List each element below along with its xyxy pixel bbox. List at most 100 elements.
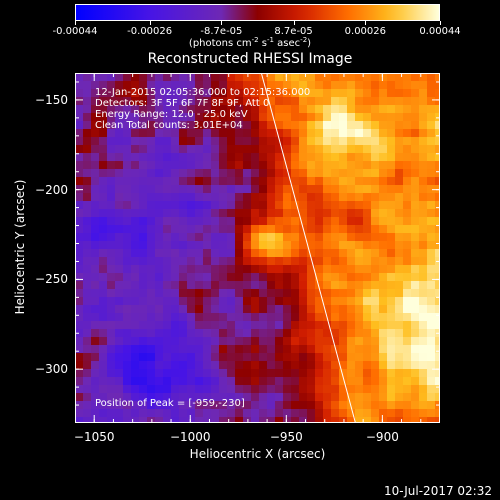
heatmap-cell (259, 393, 268, 402)
heatmap-cell (187, 113, 196, 122)
heatmap-cell (299, 249, 308, 258)
heatmap-cell (147, 385, 156, 394)
heatmap-cell (75, 73, 84, 82)
heatmap-cell (123, 233, 132, 242)
heatmap-cell (115, 209, 124, 218)
heatmap-cell (267, 257, 276, 266)
heatmap-cell (347, 241, 356, 250)
heatmap-cell (155, 161, 164, 170)
heatmap-cell (299, 105, 308, 114)
heatmap-cell (395, 249, 404, 258)
heatmap-cell (307, 145, 316, 154)
heatmap-cell (83, 233, 92, 242)
heatmap-cell (107, 89, 116, 98)
heatmap-cell (219, 345, 228, 354)
heatmap-cell (171, 193, 180, 202)
heatmap-cell (187, 257, 196, 266)
heatmap-cell (387, 249, 396, 258)
heatmap-cell (179, 113, 188, 122)
heatmap-cell (131, 401, 140, 410)
heatmap-cell (163, 297, 172, 306)
heatmap-cell (179, 409, 188, 418)
heatmap-cell (355, 121, 364, 130)
heatmap-cell (131, 353, 140, 362)
heatmap-cell (331, 297, 340, 306)
heatmap-cell (211, 161, 220, 170)
heatmap-cell (435, 225, 440, 234)
heatmap-cell (291, 145, 300, 154)
heatmap-cell (83, 353, 92, 362)
heatmap-cell (235, 249, 244, 258)
heatmap-cell (115, 401, 124, 410)
heatmap-cell (315, 177, 324, 186)
heatmap-cell (387, 201, 396, 210)
heatmap-cell (179, 145, 188, 154)
heatmap-cell (275, 265, 284, 274)
heatmap-cell (411, 329, 420, 338)
heatmap-cell (211, 289, 220, 298)
heatmap-cell (179, 305, 188, 314)
heatmap-cell (83, 249, 92, 258)
heatmap-cell (267, 177, 276, 186)
heatmap-cell (75, 233, 84, 242)
heatmap-cell (243, 169, 252, 178)
heatmap-cell (227, 369, 236, 378)
heatmap-cell (251, 369, 260, 378)
heatmap-cell (291, 161, 300, 170)
heatmap-cell (195, 337, 204, 346)
heatmap-cell (283, 345, 292, 354)
heatmap-cell (299, 257, 308, 266)
heatmap-cell (187, 73, 196, 82)
heatmap-cell (163, 417, 172, 423)
heatmap-cell (387, 105, 396, 114)
heatmap-cell (227, 289, 236, 298)
heatmap-cell (147, 273, 156, 282)
heatmap-cell (171, 249, 180, 258)
heatmap-cell (171, 401, 180, 410)
heatmap-cell (411, 369, 420, 378)
heatmap-cell (219, 385, 228, 394)
heatmap-cell (91, 393, 100, 402)
heatmap-cell (371, 329, 380, 338)
heatmap-cell (307, 369, 316, 378)
heatmap-cell (91, 121, 100, 130)
heatmap-cell (395, 129, 404, 138)
heatmap-cell (195, 233, 204, 242)
heatmap-cell (251, 345, 260, 354)
heatmap-cell (139, 337, 148, 346)
heatmap-cell (307, 281, 316, 290)
heatmap-cell (179, 265, 188, 274)
heatmap-cell (203, 289, 212, 298)
plot-frame (75, 73, 440, 423)
heatmap-cell (243, 193, 252, 202)
heatmap-cell (203, 337, 212, 346)
heatmap-cell (171, 89, 180, 98)
heatmap-cell (291, 73, 300, 82)
heatmap-cell (235, 81, 244, 90)
heatmap-cell (371, 297, 380, 306)
heatmap-cell (91, 201, 100, 210)
heatmap-cell (227, 401, 236, 410)
heatmap-cell (243, 137, 252, 146)
heatmap-cell (91, 385, 100, 394)
heatmap-cell (187, 81, 196, 90)
heatmap-cell (107, 81, 116, 90)
y-tick-label: −250 (35, 272, 68, 287)
heatmap-cell (299, 305, 308, 314)
heatmap-cell (339, 81, 348, 90)
heatmap-cell (315, 377, 324, 386)
heatmap-cell (123, 89, 132, 98)
heatmap-cell (299, 353, 308, 362)
heatmap-cell (395, 113, 404, 122)
heatmap-cell (131, 145, 140, 154)
heatmap-cell (387, 225, 396, 234)
heatmap-cell (347, 281, 356, 290)
heatmap-cell (315, 305, 324, 314)
heatmap-cell (283, 241, 292, 250)
heatmap-cell (155, 273, 164, 282)
heatmap-cell (403, 97, 412, 106)
heatmap-cell (251, 89, 260, 98)
heatmap-cell (347, 225, 356, 234)
heatmap-cell (411, 241, 420, 250)
heatmap-cell (155, 305, 164, 314)
